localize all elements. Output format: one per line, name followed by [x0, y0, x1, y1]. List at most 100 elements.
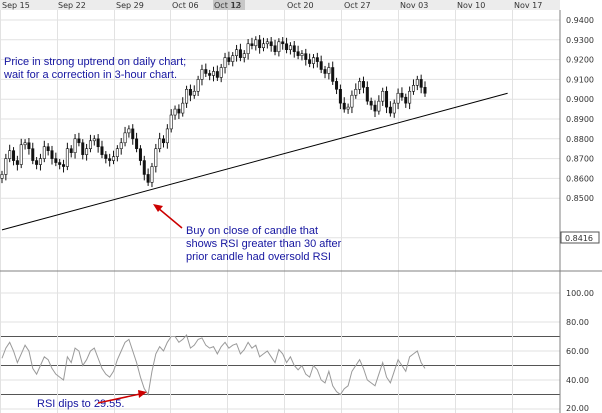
rsi-series [1, 334, 426, 396]
price-tick-label: 0.9000 [566, 95, 594, 104]
candle [112, 150, 116, 165]
candle [196, 75, 200, 97]
rsi-line [1, 334, 426, 396]
candle [50, 145, 54, 165]
candle [392, 99, 396, 118]
last-price-label: 0.8416 [565, 234, 593, 243]
date-label: Nov 10 [457, 1, 485, 10]
candle [108, 153, 112, 167]
candle [369, 97, 373, 110]
annotation-buy: Buy on close of candle that shows RSI gr… [153, 204, 342, 263]
candle [308, 53, 312, 68]
price-tick-label: 0.8700 [566, 155, 594, 164]
candle [54, 152, 58, 167]
candle [365, 81, 369, 105]
candle [38, 153, 42, 171]
date-label: Nov 03 [400, 1, 428, 10]
candle [96, 134, 100, 153]
price-tick-label: 0.8600 [566, 174, 594, 183]
candle [162, 135, 166, 148]
candle [131, 124, 135, 145]
annotation-uptrend-line-2: wait for a correction in 3-hour chart. [3, 69, 177, 81]
candle [400, 87, 404, 101]
candle [411, 79, 415, 95]
candle [235, 44, 239, 62]
candle [4, 153, 8, 181]
candle [62, 159, 66, 173]
candle [188, 84, 192, 102]
candle [246, 39, 250, 60]
candle [77, 132, 81, 147]
candle [31, 142, 35, 165]
candle [135, 132, 139, 153]
candle [423, 81, 427, 97]
candle [146, 168, 150, 186]
candle [65, 142, 69, 171]
candle [385, 86, 389, 114]
candle [165, 124, 169, 149]
rsi-tick-label: 20.00 [566, 404, 589, 413]
candle [192, 85, 196, 99]
candle [142, 155, 146, 181]
candle [181, 97, 185, 117]
last-price-box: 0.8416 [560, 231, 600, 244]
rsi-tick-label: 40.00 [566, 376, 589, 385]
rsi-arrow [97, 393, 141, 404]
candle [296, 45, 300, 60]
candle [261, 37, 265, 52]
annotation-uptrend-line-1: Price in strong uptrend on daily chart; [4, 56, 186, 68]
candle [285, 37, 289, 54]
candle [277, 38, 281, 57]
candle [227, 51, 231, 66]
candle [381, 87, 385, 106]
candle [119, 138, 123, 155]
price-tick-label: 0.9300 [566, 36, 594, 45]
annotation-uptrend: Price in strong uptrend on daily chart; … [3, 56, 186, 81]
candle [300, 50, 304, 61]
candle [150, 162, 154, 188]
candle [158, 132, 162, 153]
annotation-rsi: RSI dips to 29.55. [37, 390, 147, 410]
candle [138, 145, 142, 166]
price-tick-label: 0.8900 [566, 115, 594, 124]
candle [92, 135, 96, 146]
candle [292, 40, 296, 58]
date-label: Oct 27 [344, 1, 371, 10]
candle [281, 37, 285, 50]
candle [127, 125, 131, 138]
candle [185, 85, 189, 108]
rsi-tick-label: 100.00 [566, 289, 594, 298]
candle [396, 88, 400, 110]
candle [204, 63, 208, 78]
candle [12, 147, 16, 166]
price-tick-label: 0.9400 [566, 16, 594, 25]
candle [315, 52, 319, 68]
candle [104, 151, 108, 164]
candle [419, 74, 423, 94]
candle [88, 134, 92, 153]
annotation-buy-line-1: Buy on close of candle that [186, 225, 318, 237]
candle [346, 103, 350, 114]
candle [408, 86, 412, 110]
vertical-gridlines [0, 10, 513, 413]
candle [23, 139, 27, 150]
candle [208, 69, 212, 81]
candle [242, 50, 246, 63]
candle [327, 62, 331, 80]
candle [177, 104, 181, 119]
annotation-buy-line-3: prior candle had oversold RSI [186, 251, 331, 263]
date-label: Oct 20 [287, 1, 314, 10]
candle [265, 38, 269, 49]
candle [15, 155, 19, 171]
candle [254, 36, 258, 51]
price-tick-label: 0.9200 [566, 56, 594, 65]
candle [73, 134, 77, 159]
candle [81, 139, 85, 160]
candle [258, 35, 262, 54]
candle [342, 97, 346, 113]
candle [46, 143, 50, 156]
date-label: 13 [231, 1, 241, 10]
candle [361, 76, 365, 94]
